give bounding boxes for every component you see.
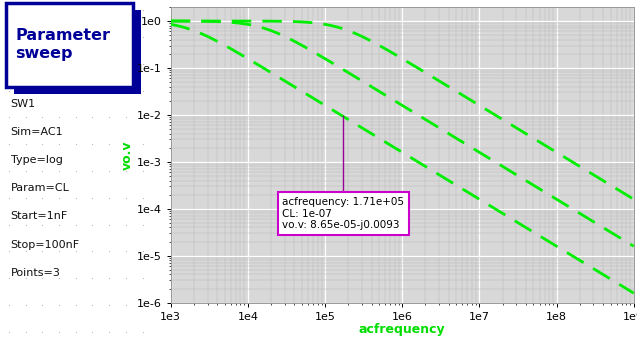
Text: Type=log: Type=log [11,155,62,166]
Text: Start=1nF: Start=1nF [11,211,68,222]
Text: Param=CL: Param=CL [11,183,69,194]
Bar [6,3,133,87]
Text: Stop=100nF: Stop=100nF [11,239,80,250]
Y-axis label: vo.v: vo.v [121,140,134,170]
Text: acfrequency: 1.71e+05
CL: 1e-07
vo.v: 8.65e-05-j0.0093: acfrequency: 1.71e+05 CL: 1e-07 vo.v: 8.… [282,197,404,230]
Text: Points=3: Points=3 [11,267,61,278]
Text: Parameter
sweep: Parameter sweep [15,28,110,61]
Text: SW1: SW1 [11,99,36,109]
X-axis label: acfrequency: acfrequency [359,323,445,336]
Bar [13,10,141,94]
Text: Sim=AC1: Sim=AC1 [11,127,63,137]
